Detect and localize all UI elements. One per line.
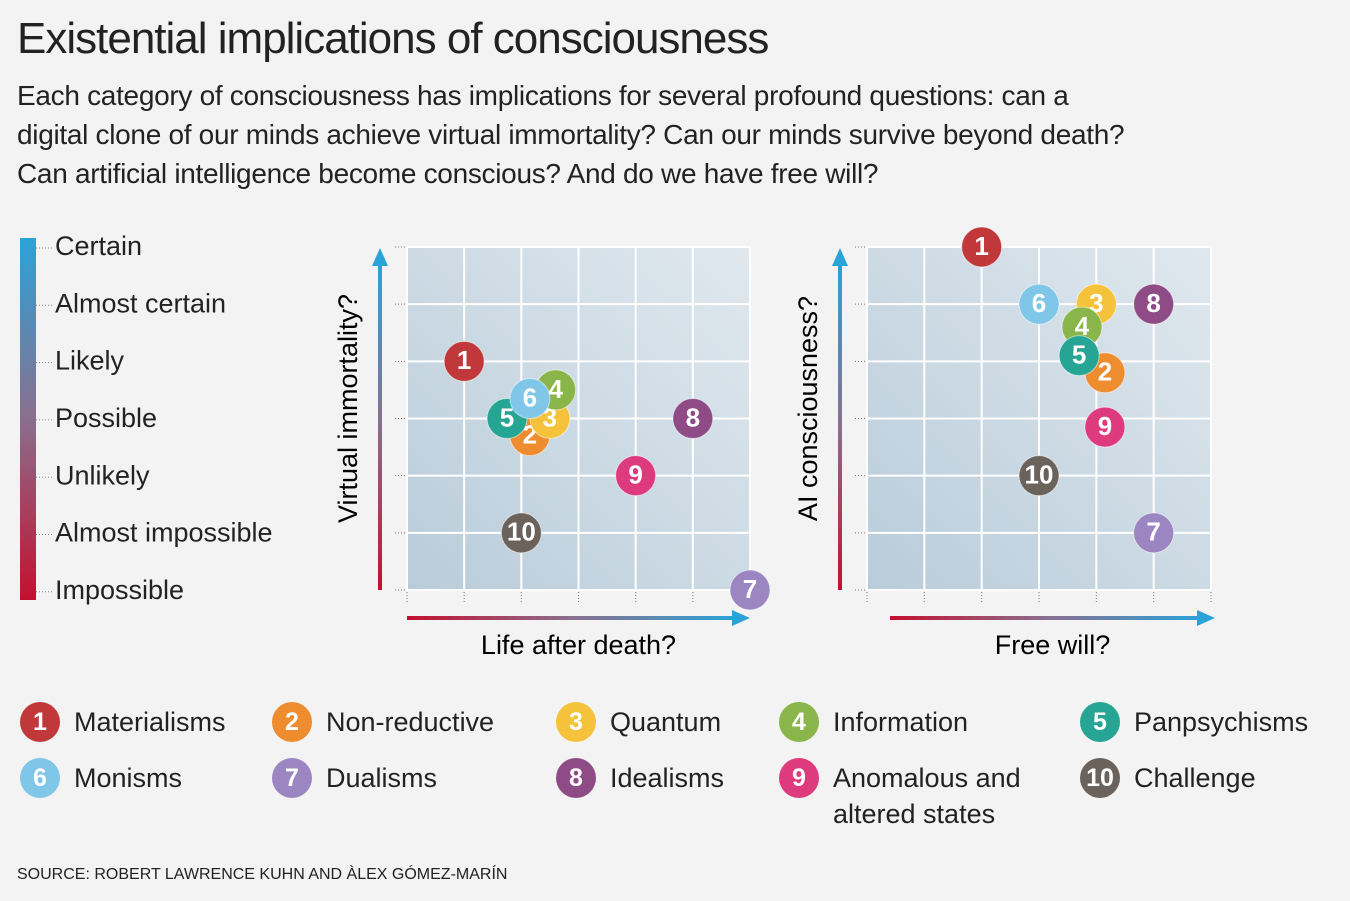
point xyxy=(1018,455,1060,497)
x-axis-arrowhead xyxy=(732,610,750,626)
point-label: 6 xyxy=(1032,288,1046,318)
legend-label: Panpsychisms xyxy=(1134,707,1309,737)
point-label: 5 xyxy=(500,402,514,432)
point-label: 10 xyxy=(507,517,536,547)
legend-label: Challenge xyxy=(1134,763,1256,793)
legend-number: 8 xyxy=(556,758,596,798)
legend-item: 3 Quantum xyxy=(556,702,810,742)
source: SOURCE: ROBERT LAWRENCE KUHN AND ÀLEX GÓ… xyxy=(17,866,508,883)
scale-bar xyxy=(20,238,36,600)
point-label: 4 xyxy=(548,374,563,404)
legend-label: Idealisms xyxy=(610,763,725,793)
point xyxy=(509,377,551,419)
legend-number: 6 xyxy=(20,758,60,798)
point-label: 2 xyxy=(1098,357,1112,387)
point-label: 8 xyxy=(1146,288,1160,318)
y-axis-arrow xyxy=(378,262,382,590)
legend-item: 1 Materialisms xyxy=(20,702,274,742)
legend-number: 9 xyxy=(779,758,819,798)
point-label: 6 xyxy=(523,382,537,412)
point xyxy=(615,455,657,497)
scale-label: Almost certain xyxy=(55,288,226,318)
legend-label: Quantum xyxy=(610,707,722,737)
legend-item: 9 Anomalous and altered states xyxy=(779,758,1033,832)
scale-label: Certain xyxy=(55,231,142,261)
legend-label: Dualisms xyxy=(326,763,438,793)
scale-label: Almost impossible xyxy=(55,518,273,548)
legend-number: 1 xyxy=(20,702,60,742)
legend-number: 2 xyxy=(272,702,312,742)
point xyxy=(1018,283,1060,325)
legend-number: 3 xyxy=(556,702,596,742)
y-axis-title: Virtual immortality? xyxy=(333,294,363,523)
x-axis-arrowhead xyxy=(1197,610,1215,626)
subtitle: Each category of consciousness has impli… xyxy=(17,80,1125,189)
point-label: 1 xyxy=(457,345,471,375)
point xyxy=(961,226,1003,268)
y-axis-arrow xyxy=(838,262,842,590)
legend-item: 5 Panpsychisms xyxy=(1080,702,1334,742)
x-axis-arrow xyxy=(890,616,1201,620)
legend-label: Non-reductive xyxy=(326,707,495,737)
scale-label: Unlikely xyxy=(55,460,150,490)
legend-item: 7 Dualisms xyxy=(272,758,526,798)
point-label: 10 xyxy=(1025,460,1054,490)
point xyxy=(729,569,771,611)
point xyxy=(1058,335,1100,377)
legend-item: 8 Idealisms xyxy=(556,758,810,798)
scale-label: Possible xyxy=(55,403,157,433)
legend-label: Anomalous and altered states xyxy=(833,763,1021,829)
point-label: 7 xyxy=(1146,517,1160,547)
x-axis-title: Free will? xyxy=(995,630,1111,660)
legend-item: 4 Information xyxy=(779,702,1033,742)
legend-label: Monisms xyxy=(74,763,183,793)
point xyxy=(1133,283,1175,325)
point-label: 9 xyxy=(1098,411,1112,441)
legend-item: 2 Non-reductive xyxy=(272,702,526,742)
point-label: 4 xyxy=(1075,311,1090,341)
point xyxy=(443,340,485,382)
point xyxy=(500,512,542,554)
legend-item: 6 Monisms xyxy=(20,758,274,798)
y-axis-title: AI consciousness? xyxy=(793,296,823,521)
legend-label: Information xyxy=(833,707,969,737)
legend-number: 7 xyxy=(272,758,312,798)
point-label: 7 xyxy=(743,574,757,604)
y-axis-arrowhead xyxy=(372,248,388,266)
x-axis-arrow xyxy=(407,616,736,620)
legend-number: 10 xyxy=(1080,758,1120,798)
y-axis-arrowhead xyxy=(832,248,848,266)
point-label: 1 xyxy=(974,231,988,261)
legend-number: 5 xyxy=(1080,702,1120,742)
point xyxy=(1133,512,1175,554)
scale-label: Likely xyxy=(55,346,125,376)
legend-label: Materialisms xyxy=(74,707,226,737)
legend-number: 4 xyxy=(779,702,819,742)
legend-item: 10 Challenge xyxy=(1080,758,1334,798)
point-label: 5 xyxy=(1072,339,1086,369)
point xyxy=(672,398,714,439)
point xyxy=(1084,406,1126,448)
point-label: 8 xyxy=(686,402,700,432)
x-axis-title: Life after death? xyxy=(481,630,676,660)
title: Existential implications of consciousnes… xyxy=(17,14,769,63)
point-label: 9 xyxy=(628,460,642,490)
scale-label: Impossible xyxy=(55,575,184,605)
